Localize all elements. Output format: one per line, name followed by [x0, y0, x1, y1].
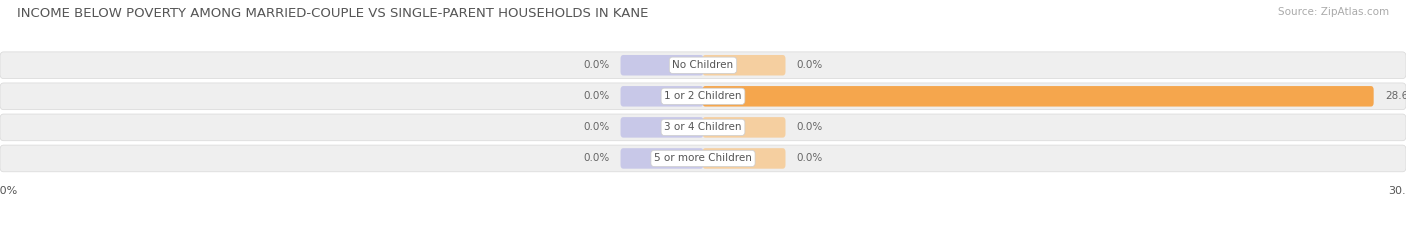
Text: 0.0%: 0.0% [583, 60, 609, 70]
FancyBboxPatch shape [620, 55, 703, 75]
Text: 0.0%: 0.0% [583, 122, 609, 132]
Text: No Children: No Children [672, 60, 734, 70]
FancyBboxPatch shape [703, 117, 786, 138]
FancyBboxPatch shape [0, 83, 1406, 110]
Text: 0.0%: 0.0% [797, 122, 823, 132]
Text: 0.0%: 0.0% [583, 154, 609, 163]
FancyBboxPatch shape [0, 145, 1406, 172]
FancyBboxPatch shape [620, 86, 703, 106]
FancyBboxPatch shape [703, 55, 786, 75]
FancyBboxPatch shape [0, 52, 1406, 79]
Text: INCOME BELOW POVERTY AMONG MARRIED-COUPLE VS SINGLE-PARENT HOUSEHOLDS IN KANE: INCOME BELOW POVERTY AMONG MARRIED-COUPL… [17, 7, 648, 20]
Text: 0.0%: 0.0% [797, 60, 823, 70]
Text: Source: ZipAtlas.com: Source: ZipAtlas.com [1278, 7, 1389, 17]
Text: 5 or more Children: 5 or more Children [654, 154, 752, 163]
FancyBboxPatch shape [703, 86, 1374, 106]
Text: 3 or 4 Children: 3 or 4 Children [664, 122, 742, 132]
Text: 28.6%: 28.6% [1385, 91, 1406, 101]
FancyBboxPatch shape [703, 148, 786, 169]
FancyBboxPatch shape [620, 148, 703, 169]
Text: 0.0%: 0.0% [797, 154, 823, 163]
Text: 0.0%: 0.0% [583, 91, 609, 101]
FancyBboxPatch shape [0, 114, 1406, 141]
Text: 1 or 2 Children: 1 or 2 Children [664, 91, 742, 101]
FancyBboxPatch shape [620, 117, 703, 138]
